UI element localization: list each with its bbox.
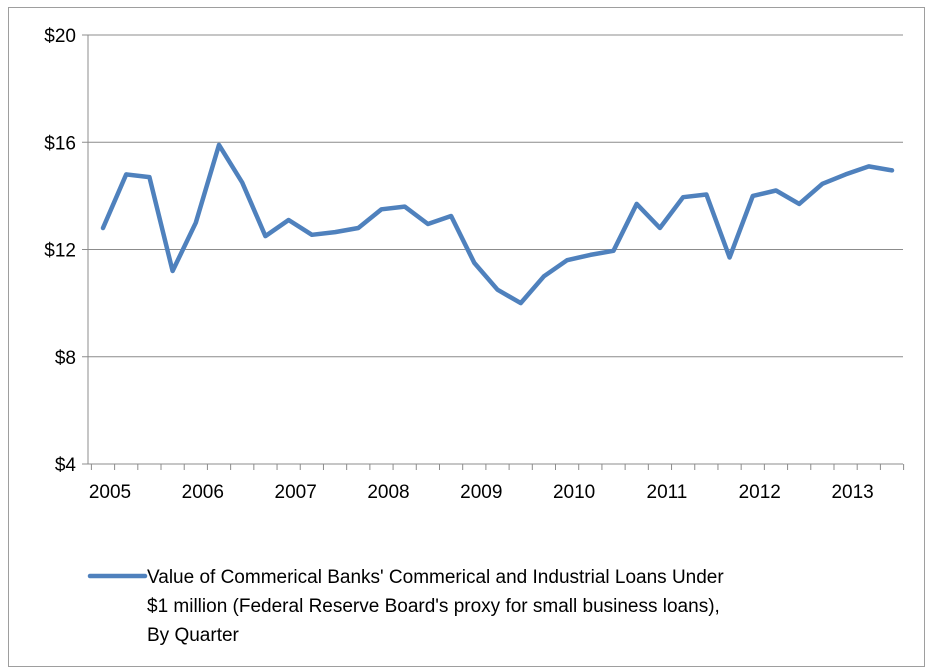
x-tick-label: 2011 <box>647 482 688 503</box>
x-tick-label: 2007 <box>275 482 317 503</box>
y-tick-label: $12 <box>44 241 76 262</box>
x-tick-label: 2012 <box>739 482 781 503</box>
legend-label: By Quarter <box>147 625 240 646</box>
legend-label: Value of Commerical Banks' Commerical an… <box>147 567 724 588</box>
axes <box>82 34 905 470</box>
y-tick-label: $4 <box>55 455 77 476</box>
x-tick-label: 2010 <box>553 482 595 503</box>
x-tick-label: 2006 <box>182 482 224 503</box>
x-tick-label: 2013 <box>831 482 873 503</box>
series-lines <box>100 142 895 306</box>
y-tick-label: $20 <box>44 26 76 47</box>
y-tick-label: $8 <box>55 348 76 369</box>
y-tick-labels: $4 $8 $12 $16 $20 <box>44 26 76 476</box>
gridlines <box>88 34 903 358</box>
x-tick-label: 2005 <box>89 482 131 503</box>
y-tick-label: $16 <box>44 133 76 154</box>
x-tick-label: 2009 <box>460 482 502 503</box>
chart-area <box>8 7 925 667</box>
x-tick-label: 2008 <box>367 482 409 503</box>
series-line <box>100 142 895 306</box>
x-tick-labels: 2005 2006 2007 2008 2009 2010 2011 2012 2013 <box>89 482 874 503</box>
legend-label: $1 million (Federal Reserve Board's prox… <box>147 596 720 617</box>
legend: Value of Commerical Banks' Commerical an… <box>87 567 724 646</box>
